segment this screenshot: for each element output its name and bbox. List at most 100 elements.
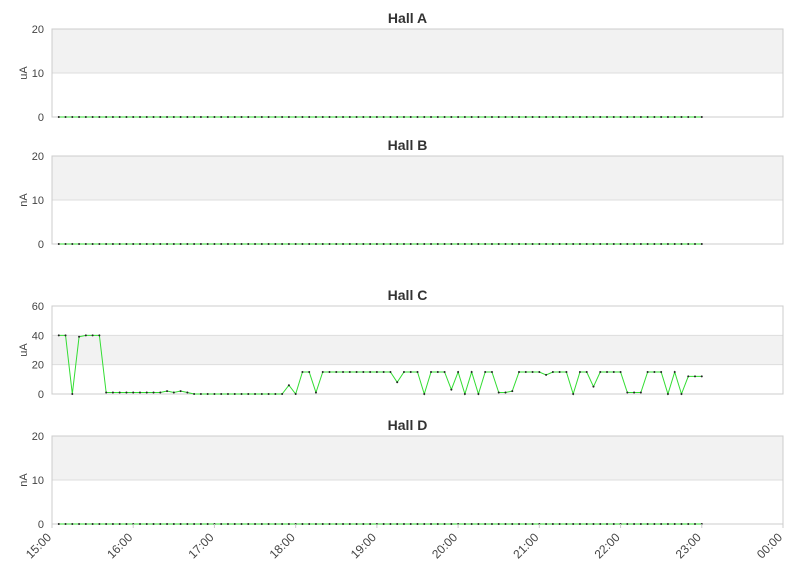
data-point: [484, 116, 487, 118]
data-point: [213, 116, 216, 118]
data-point: [558, 523, 561, 525]
data-point: [369, 116, 372, 118]
data-point: [490, 116, 493, 118]
data-point: [633, 243, 636, 245]
data-point: [91, 334, 94, 337]
data-point: [382, 523, 385, 525]
data-point: [694, 375, 697, 378]
data-point: [531, 243, 534, 245]
data-point: [199, 523, 202, 525]
data-point: [105, 243, 108, 245]
plot-band: [52, 29, 783, 73]
data-point: [497, 523, 500, 525]
data-point: [193, 393, 196, 395]
data-point: [673, 116, 676, 118]
data-point: [335, 243, 338, 245]
data-point: [538, 371, 541, 373]
data-point: [132, 243, 135, 245]
data-point: [328, 116, 331, 118]
data-point: [572, 523, 575, 525]
data-point: [240, 116, 243, 118]
plot-band: [52, 156, 783, 200]
data-point: [301, 243, 304, 245]
x-tick-label: 19:00: [348, 530, 379, 561]
data-point: [402, 523, 405, 525]
data-point: [660, 371, 663, 373]
data-point: [375, 243, 378, 245]
data-point: [436, 116, 439, 118]
data-point: [443, 371, 446, 373]
data-point: [660, 243, 663, 245]
data-point: [84, 334, 87, 337]
data-point: [639, 391, 642, 394]
data-point: [612, 116, 615, 118]
data-point: [375, 371, 378, 373]
data-point: [504, 523, 507, 525]
data-point: [558, 243, 561, 245]
data-point: [443, 116, 446, 118]
data-point: [159, 243, 162, 245]
data-point: [301, 371, 304, 373]
data-point: [118, 243, 121, 245]
data-point: [599, 371, 602, 373]
data-point: [673, 243, 676, 245]
data-point: [342, 243, 345, 245]
data-point: [646, 523, 649, 525]
data-point: [660, 116, 663, 118]
data-point: [633, 391, 636, 394]
data-point: [572, 243, 575, 245]
data-point: [497, 116, 500, 118]
data-point: [565, 523, 568, 525]
data-point: [450, 243, 453, 245]
data-point: [111, 116, 114, 118]
data-point: [308, 243, 311, 245]
data-point: [145, 523, 148, 525]
data-point: [125, 243, 128, 245]
data-point: [186, 243, 189, 245]
data-point: [294, 243, 297, 245]
data-point: [220, 243, 223, 245]
data-point: [98, 334, 101, 337]
x-tick-label: 22:00: [592, 530, 623, 561]
data-point: [450, 388, 453, 391]
data-point: [687, 375, 690, 378]
data-point: [111, 523, 114, 525]
data-point: [558, 371, 561, 373]
y-tick-label: 20: [32, 360, 44, 372]
data-point: [138, 116, 141, 118]
data-point: [132, 391, 135, 394]
data-point: [179, 116, 182, 118]
data-point: [545, 523, 548, 525]
data-point: [551, 243, 554, 245]
data-point: [666, 243, 669, 245]
y-axis-label: uA: [18, 66, 30, 80]
data-point: [402, 116, 405, 118]
data-point: [470, 243, 473, 245]
data-point: [159, 391, 162, 394]
data-point: [612, 371, 615, 373]
data-point: [348, 523, 351, 525]
data-point: [294, 393, 297, 395]
data-point: [220, 523, 223, 525]
y-tick-label: 0: [38, 112, 44, 124]
data-point: [152, 391, 155, 394]
data-point: [84, 243, 87, 245]
data-point: [639, 243, 642, 245]
data-point: [680, 523, 683, 525]
data-point: [369, 371, 372, 373]
data-point: [125, 116, 128, 118]
data-point: [470, 116, 473, 118]
data-point: [233, 116, 236, 118]
data-point: [362, 371, 365, 373]
data-point: [436, 371, 439, 373]
data-point: [226, 393, 229, 395]
data-point: [84, 523, 87, 525]
data-point: [382, 243, 385, 245]
data-point: [71, 243, 74, 245]
data-point: [463, 393, 466, 395]
data-point: [125, 523, 128, 525]
data-point: [179, 523, 182, 525]
data-point: [254, 116, 257, 118]
data-point: [186, 523, 189, 525]
data-point: [71, 393, 74, 395]
